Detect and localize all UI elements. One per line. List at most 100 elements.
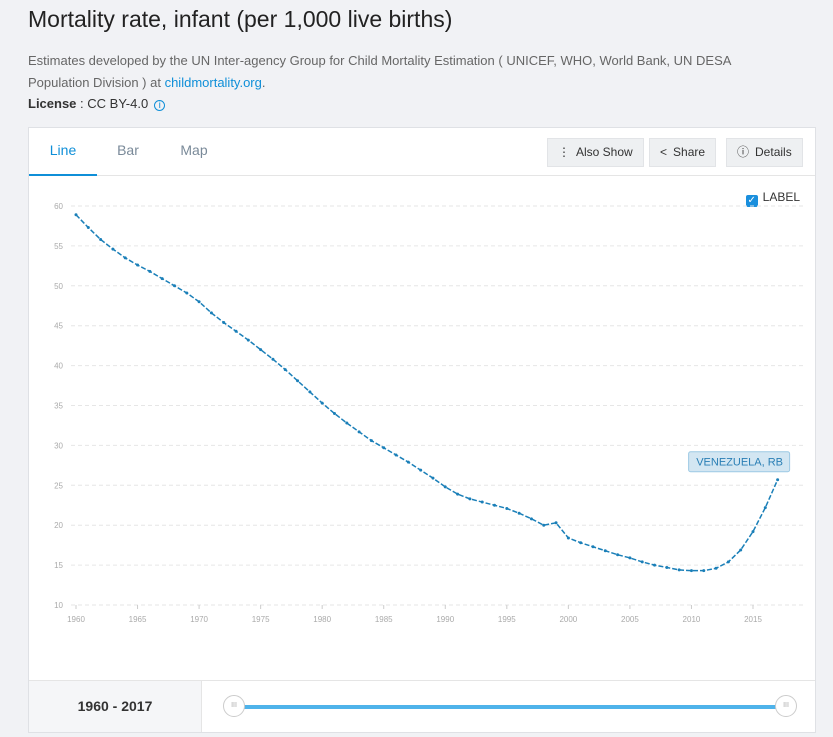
data-point: [542, 523, 546, 527]
range-end-handle[interactable]: III: [775, 695, 797, 717]
y-tick-label: 50: [54, 282, 63, 291]
data-point: [468, 497, 472, 501]
data-point: [640, 560, 644, 564]
data-point: [86, 226, 90, 230]
y-tick-label: 45: [54, 322, 63, 331]
data-point: [714, 566, 718, 570]
also-show-label: Also Show: [576, 145, 633, 159]
chart-panel: Line Bar Map ⋮ Also Show < Share ⓘ Details …: [28, 127, 816, 733]
data-point: [653, 563, 657, 567]
range-start-handle[interactable]: III: [223, 695, 245, 717]
series-line: [75, 214, 779, 572]
data-point: [689, 569, 693, 573]
data-point: [136, 263, 140, 267]
x-tick-label: 1990: [436, 615, 454, 624]
checkbox-checked-icon[interactable]: ✓: [745, 195, 758, 207]
data-point: [357, 430, 361, 434]
data-point: [554, 521, 558, 525]
info-icon[interactable]: i: [154, 100, 166, 111]
data-point: [111, 247, 115, 251]
license-value: : CC BY-4.0: [76, 96, 149, 111]
description: Estimates developed by the UN Inter-agen…: [28, 53, 731, 90]
tab-map[interactable]: Map: [180, 142, 208, 158]
y-tick-label: 10: [54, 601, 63, 610]
y-tick-label: 40: [54, 362, 63, 371]
details-button[interactable]: ⓘ Details: [726, 138, 803, 167]
y-tick-label: 30: [54, 441, 63, 450]
license: License : CC BY-4.0 i: [28, 96, 166, 111]
details-label: Details: [755, 145, 792, 159]
license-label: License: [28, 96, 77, 111]
label-toggle-text: LABEL: [762, 190, 800, 204]
x-tick-label: 1980: [313, 615, 331, 624]
data-point: [529, 517, 533, 521]
data-point: [751, 530, 755, 534]
tab-line[interactable]: Line: [29, 128, 97, 176]
data-point: [456, 492, 460, 496]
x-tick-label: 2005: [621, 615, 639, 624]
share-label: Share: [673, 145, 706, 159]
description-text: Estimates developed by the UN Inter-agen…: [28, 53, 731, 90]
data-point: [579, 541, 583, 545]
data-point: [369, 439, 373, 443]
range-slider-track[interactable]: [234, 705, 787, 709]
data-point: [702, 569, 706, 573]
source-link[interactable]: childmortality.org: [164, 75, 262, 90]
y-tick-label: 20: [54, 521, 63, 530]
data-point: [209, 311, 213, 315]
x-tick-label: 1970: [190, 615, 208, 624]
data-point: [739, 548, 743, 552]
data-point: [345, 421, 349, 425]
x-tick-label: 1975: [252, 615, 270, 624]
data-point: [616, 553, 620, 557]
tab-bar-chart[interactable]: Bar: [117, 142, 139, 158]
data-point: [148, 269, 152, 273]
y-tick-label: 15: [54, 561, 63, 570]
y-tick-label: 60: [54, 202, 63, 211]
data-point: [628, 556, 632, 560]
data-point: [431, 476, 435, 480]
data-point: [320, 401, 324, 405]
data-point: [123, 256, 127, 260]
x-tick-label: 1985: [375, 615, 393, 624]
x-tick-label: 2015: [744, 615, 762, 624]
data-point: [665, 565, 669, 569]
y-tick-label: 55: [54, 242, 63, 251]
info-icon: ⓘ: [737, 145, 750, 159]
data-point: [566, 536, 570, 540]
label-toggle[interactable]: ✓ LABEL: [745, 190, 800, 207]
data-point: [394, 453, 398, 457]
time-range-footer: 1960 - 2017 III III: [29, 680, 815, 732]
data-point: [776, 478, 780, 482]
data-point: [443, 485, 447, 489]
year-range: 1960 - 2017: [29, 681, 202, 732]
data-point: [493, 503, 497, 507]
tab-bar: Line Bar Map ⋮ Also Show < Share ⓘ Details: [29, 128, 815, 176]
data-point: [222, 321, 226, 325]
data-point: [677, 568, 681, 572]
more-vertical-icon: ⋮: [558, 145, 570, 159]
data-point: [591, 545, 595, 549]
data-point: [382, 446, 386, 450]
series-label-box: [688, 451, 791, 473]
data-point: [480, 500, 484, 504]
share-button[interactable]: < Share: [649, 138, 717, 167]
x-tick-label: 1965: [129, 615, 147, 624]
data-point: [74, 213, 78, 217]
also-show-button[interactable]: ⋮ Also Show: [547, 138, 644, 167]
data-point: [197, 300, 201, 304]
data-point: [234, 329, 238, 333]
data-point: [763, 506, 767, 510]
data-point: [296, 379, 300, 383]
x-tick-label: 2010: [683, 615, 701, 624]
line-chart: 10 15 20 25 30 35 40 45 50 55 60 1960 1965 1970 1975 19…: [54, 202, 805, 624]
data-point: [172, 284, 176, 288]
data-point: [406, 460, 410, 464]
data-point: [271, 357, 275, 361]
y-tick-label: 25: [54, 481, 63, 490]
data-point: [259, 348, 263, 352]
data-point: [505, 506, 509, 510]
data-point: [726, 560, 730, 564]
data-point: [246, 338, 250, 342]
data-point: [185, 291, 189, 295]
